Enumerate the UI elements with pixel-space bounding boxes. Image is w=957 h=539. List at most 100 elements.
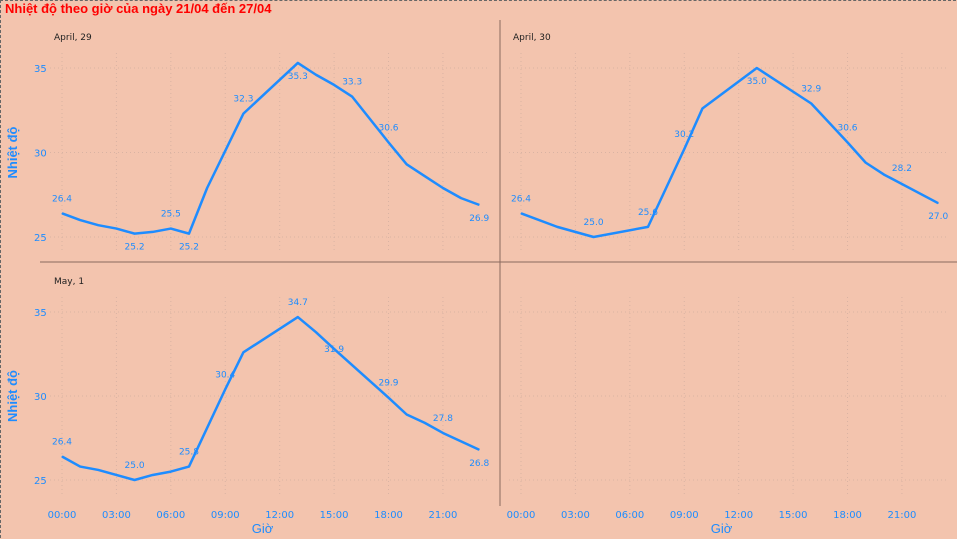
x-tick-label: 21:00 [429,510,458,521]
data-point [810,102,812,104]
chart-title: Nhiệt độ theo giờ của ngày 21/04 đến 27/… [5,1,272,16]
x-tick-label: 06:00 [156,510,185,521]
data-point [333,348,335,350]
x-tick-label: 15:00 [320,510,349,521]
data-label: 25.2 [125,243,145,253]
data-label: 27.8 [433,414,453,424]
x-tick-label: 18:00 [833,510,862,521]
x-tick-label: 06:00 [615,510,644,521]
y-tick-label: 25 [34,233,47,244]
x-tick-label: 00:00 [507,510,536,521]
y-tick-label: 30 [34,392,47,403]
x-tick-label: 09:00 [211,510,240,521]
x-tick-label: 12:00 [724,510,753,521]
data-point [593,236,595,238]
x-tick-label: 00:00 [48,510,77,521]
data-label: 31.9 [324,345,344,355]
data-point [297,62,299,64]
data-point [97,224,99,226]
data-label: 25.6 [638,208,658,218]
data-label: 28.2 [892,164,912,174]
y-tick-label: 30 [34,149,47,160]
data-point [388,141,390,143]
x-tick-label: 12:00 [265,510,294,521]
data-point [97,469,99,471]
data-point [520,212,522,214]
x-tick-label: 21:00 [888,510,917,521]
data-label: 25.0 [584,218,604,228]
data-point [79,466,81,468]
data-point [61,455,63,457]
data-point [242,113,244,115]
temperature-line [520,66,939,239]
data-point [647,226,649,228]
data-point [115,228,117,230]
temperature-line [61,315,480,482]
data-label: 26.4 [52,437,72,447]
data-point [134,233,136,235]
data-point [442,187,444,189]
data-point [170,471,172,473]
data-point [297,316,299,318]
data-point [460,197,462,199]
data-label: 25.8 [179,448,199,458]
data-point [424,175,426,177]
x-tick-label: 03:00 [561,510,590,521]
panel-title: April, 29 [54,33,92,43]
data-point [865,162,867,164]
panel-title: May, 1 [54,277,84,287]
data-point [442,432,444,434]
data-label: 26.4 [511,194,531,204]
data-point [188,466,190,468]
data-label: 25.2 [179,243,199,253]
data-label: 25.5 [161,210,181,220]
data-point [756,67,758,69]
data-point [224,388,226,390]
x-tick-label: 09:00 [670,510,699,521]
data-point [883,173,885,175]
data-label: 25.0 [125,461,145,471]
data-label: 26.8 [469,459,489,469]
data-label: 30.4 [215,370,235,380]
y-tick-label: 35 [34,308,47,319]
data-label: 32.3 [233,95,253,105]
data-point [79,219,81,221]
data-point [406,163,408,165]
data-point [134,479,136,481]
data-point [152,231,154,233]
data-label: 30.2 [674,130,694,140]
data-point [188,233,190,235]
data-point [424,422,426,424]
data-label: 26.4 [52,194,72,204]
data-point [388,397,390,399]
data-label: 35.0 [747,77,767,87]
data-point [937,202,939,204]
data-point [847,141,849,143]
data-point [556,226,558,228]
data-point [351,96,353,98]
data-label: 32.9 [801,84,821,94]
y-axis-title: Nhiệt độ [5,126,20,178]
data-point [406,413,408,415]
data-point [315,74,317,76]
data-point [206,187,208,189]
data-label: 33.3 [342,78,362,88]
data-point [315,331,317,333]
x-tick-label: 03:00 [102,510,131,521]
data-point [478,449,480,451]
y-tick-label: 35 [34,64,47,75]
data-label: 29.9 [378,379,398,389]
data-point [61,212,63,214]
data-label: 30.6 [378,123,398,133]
x-axis-title: Giờ [711,521,733,536]
data-label: 34.7 [288,298,308,308]
data-point [152,474,154,476]
data-point [170,228,172,230]
data-point [333,84,335,86]
data-point [242,351,244,353]
data-label: 30.6 [837,123,857,133]
panel-title: April, 30 [513,33,551,43]
data-point [683,148,685,150]
temperature-line [61,61,480,235]
